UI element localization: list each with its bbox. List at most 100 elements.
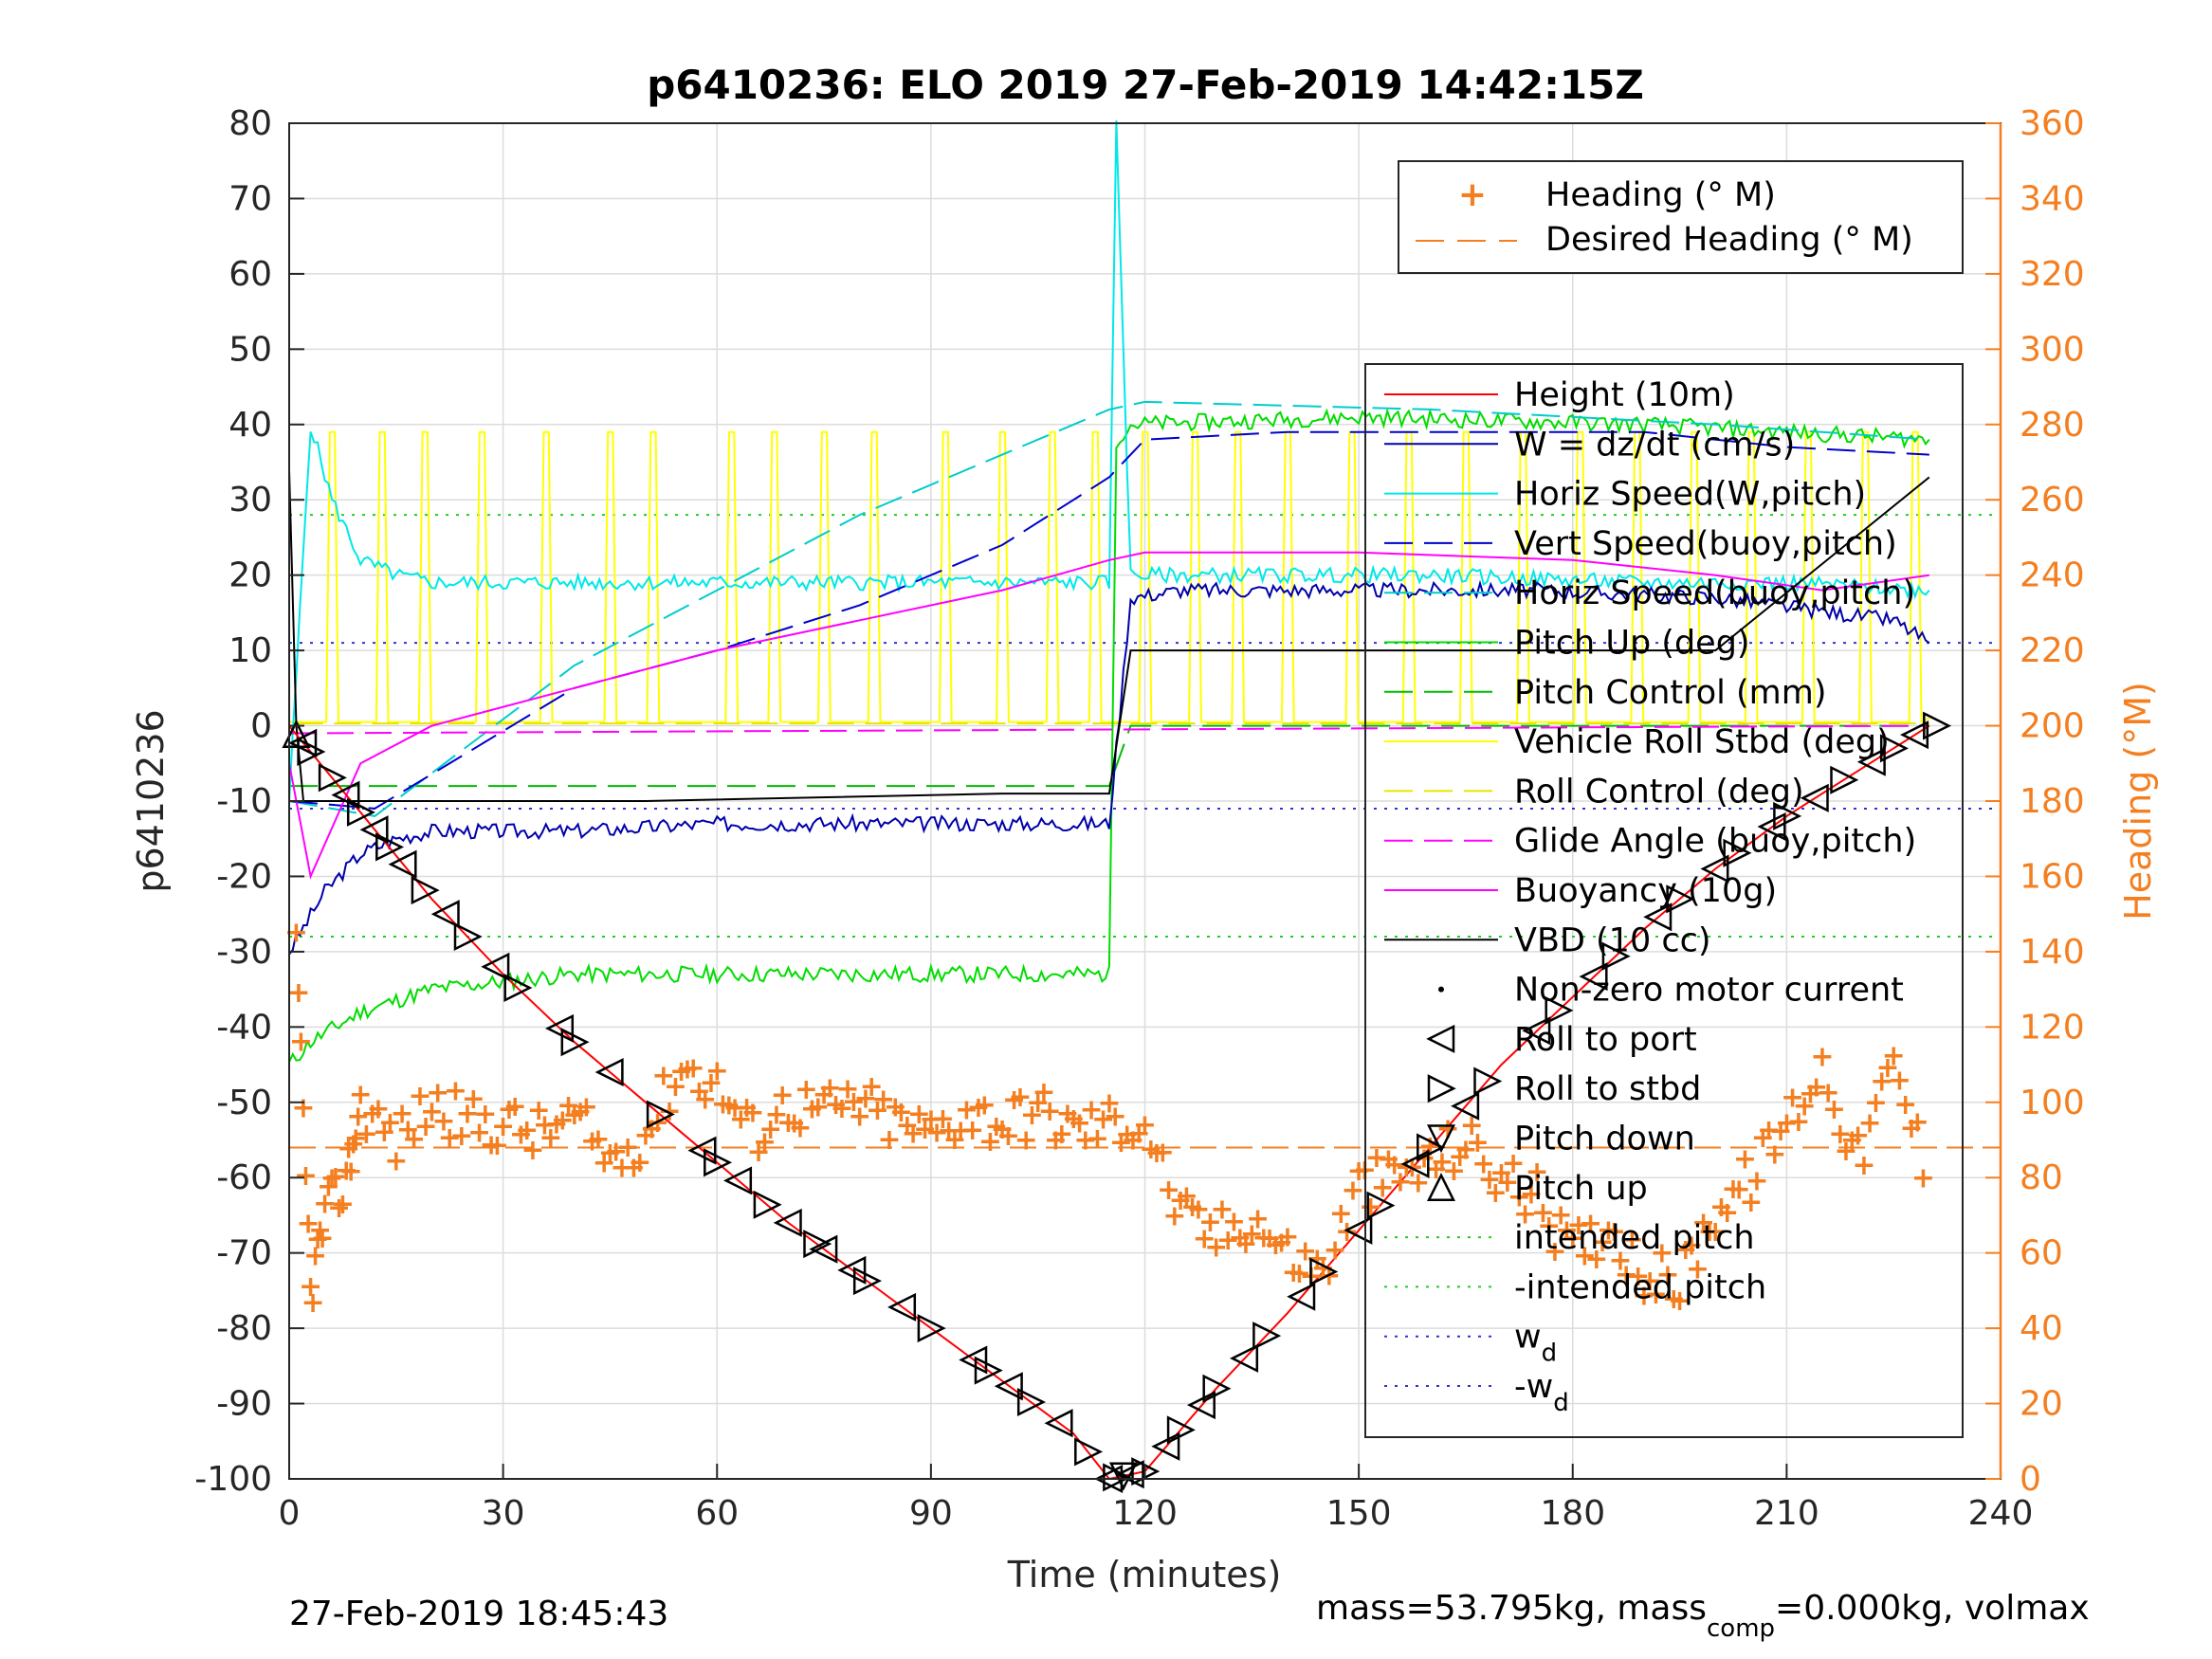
heading-point: + (991, 1113, 1015, 1146)
heading-point: + (355, 1118, 378, 1151)
heading-point: + (1222, 1206, 1246, 1239)
legend-item-label: Glide Angle (buoy,pitch) (1514, 823, 1916, 861)
heading-point: + (323, 1160, 347, 1194)
heading-point: + (1162, 1199, 1186, 1232)
roll-port-marker (1757, 811, 1786, 842)
buoyancy-line (288, 551, 1929, 880)
plot-area: ++++++++++++++++++++++++++++++++++++++++… (282, 120, 2002, 1494)
x-tick-label: 60 (695, 1494, 739, 1533)
roll-port-marker (1643, 902, 1673, 932)
heading-point: + (575, 1090, 598, 1123)
footer-timestamp: 27-Feb-2019 18:45:43 (289, 1595, 668, 1633)
y-right-tick-label: 40 (2020, 1309, 2063, 1348)
heading-point: + (1769, 1115, 1793, 1148)
heading-legend-icon: + (1458, 175, 1487, 214)
heading-point: + (616, 1131, 640, 1164)
x-tick-label: 180 (1540, 1494, 1605, 1533)
heading-point: + (1210, 1193, 1234, 1226)
heading-point: + (723, 1091, 747, 1124)
horiz-speed-buoy-line (288, 400, 1929, 817)
legend-desired-heading-label: Desired Heading (° M) (1545, 221, 1913, 259)
heading-point: + (729, 1103, 753, 1136)
y-right-tick-label: 0 (2020, 1460, 2041, 1499)
heading-point: + (339, 1156, 363, 1189)
heading-point: + (1282, 1256, 1306, 1289)
y-right-tick-label: 120 (2020, 1008, 2085, 1047)
y-right-tick-label: 300 (2020, 330, 2085, 369)
heading-point: + (984, 1110, 1008, 1143)
roll-stbd-marker (1074, 1437, 1104, 1467)
heading-point: + (1144, 1137, 1168, 1170)
heading-point: + (1175, 1179, 1198, 1212)
heading-point: + (1650, 1236, 1673, 1269)
heading-point: + (1193, 1222, 1216, 1255)
heading-point: + (1204, 1231, 1228, 1265)
y-left-tick-label: 60 (229, 255, 272, 294)
heading-point: + (438, 1121, 462, 1155)
heading-point: + (1549, 1199, 1573, 1232)
legend-item-label: Horiz Speed(W,pitch) (1514, 476, 1866, 514)
heading-point: + (1453, 1133, 1477, 1166)
heading-point: + (1252, 1222, 1275, 1255)
heading-point: + (1234, 1228, 1257, 1261)
heading-point: + (539, 1121, 562, 1155)
heading-point: + (1906, 1106, 1929, 1139)
heading-point: + (1804, 1071, 1828, 1104)
roll-stbd-marker (917, 1314, 946, 1343)
heading-point: + (1228, 1221, 1252, 1254)
roll-port-marker (1700, 854, 1729, 884)
heading-point: + (544, 1108, 568, 1141)
marker-legend-icon (1427, 1074, 1456, 1103)
heading-point: + (320, 1161, 344, 1194)
heading-point: + (1371, 1171, 1395, 1204)
roll-port-marker (481, 952, 510, 981)
heading-point: + (669, 1055, 693, 1088)
series-layer (288, 120, 2001, 1481)
heading-point: + (286, 976, 310, 1010)
heading-point: + (533, 1109, 557, 1142)
legend-heading-label: Heading (° M) (1545, 176, 1776, 214)
heading-point: + (1133, 1109, 1157, 1142)
heading-point: + (444, 1074, 467, 1107)
heading-point: + (1341, 1174, 1364, 1207)
roll-stbd-marker (1666, 884, 1695, 914)
marker-legend-icon (1426, 1024, 1455, 1053)
heading-point: + (693, 1084, 717, 1117)
heading-point: + (604, 1136, 628, 1169)
heading-point: + (1822, 1093, 1846, 1126)
heading-point: + (1828, 1118, 1852, 1151)
heading-point: + (467, 1116, 491, 1149)
heading-point: + (1216, 1224, 1240, 1257)
heading-point: + (675, 1052, 699, 1085)
y-right-tick-label: 180 (2020, 782, 2085, 821)
heading-point: + (740, 1096, 764, 1129)
legend-item-label: Pitch up (1514, 1170, 1648, 1208)
roll-stbd-marker (1545, 995, 1574, 1025)
x-axis-label: Time (minutes) (1007, 1554, 1282, 1595)
heading-point: + (771, 1079, 795, 1112)
heading-point: + (1275, 1221, 1299, 1254)
heading-point: + (1751, 1121, 1775, 1155)
heading-point: + (284, 916, 308, 949)
roll-port-marker (1151, 1431, 1180, 1461)
heading-point: + (344, 1122, 368, 1156)
heading-point: + (1715, 1196, 1739, 1230)
heading-point: + (1015, 1123, 1038, 1157)
heading-point: + (830, 1092, 853, 1125)
heading-point: + (1382, 1149, 1406, 1182)
roll-port-marker (773, 1208, 802, 1237)
heading-point: + (1697, 1215, 1721, 1249)
heading-point: + (1680, 1230, 1704, 1263)
roll-port-marker (1900, 720, 1929, 750)
heading-point: + (1875, 1051, 1899, 1085)
heading-point: + (569, 1095, 593, 1128)
heading-point: + (311, 1222, 335, 1255)
roll-stbd-marker (1601, 941, 1631, 971)
heading-point: + (1709, 1191, 1733, 1224)
heading-point: + (349, 1078, 373, 1111)
heading-point: + (1591, 1226, 1615, 1259)
y-left-tick-label: 30 (229, 481, 272, 520)
heading-point: + (580, 1125, 604, 1158)
heading-point: + (1543, 1235, 1566, 1268)
